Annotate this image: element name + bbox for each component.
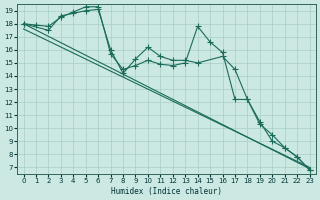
X-axis label: Humidex (Indice chaleur): Humidex (Indice chaleur) [111, 187, 222, 196]
